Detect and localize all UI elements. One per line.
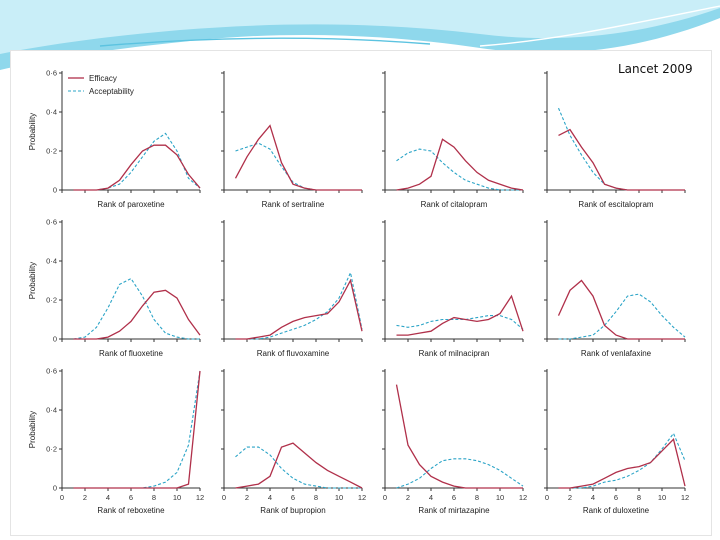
panel-reboxetine: 0 0·2 0·4 0·6 0 2 4 6 8 10 12 Rank of reboxetine Pro…: [28, 367, 204, 516]
x-tick-label: 6: [129, 493, 133, 502]
y-tick-label: 0·4: [46, 406, 57, 415]
acceptability-line: [235, 446, 362, 489]
panel-fluoxetine: 0 0·2 0·4 0·6 Rank of fluoxetine Probability: [28, 218, 201, 358]
y-tick-label: 0·2: [46, 296, 57, 305]
x-tick-label: 6: [291, 493, 295, 502]
x-tick-label: 10: [658, 493, 666, 502]
x-axis-title: Rank of duloxetine: [583, 506, 650, 515]
source-label: Lancet 2009: [618, 62, 693, 76]
efficacy-line: [396, 294, 524, 336]
x-tick-label: 8: [152, 493, 156, 502]
y-tick-label: 0·2: [46, 147, 57, 156]
panel-sertraline: Rank of sertraline: [221, 71, 363, 209]
x-axis-title: Rank of venlafaxine: [581, 349, 652, 358]
y-tick-label: 0·2: [46, 445, 57, 454]
x-tick-label: 8: [475, 493, 479, 502]
efficacy-line: [395, 384, 523, 489]
y-tick-label: 0: [53, 335, 57, 344]
acceptability-line: [396, 315, 524, 330]
x-tick-label: 6: [614, 493, 618, 502]
x-tick-label: 8: [637, 493, 641, 502]
y-axis-title: Probability: [28, 113, 37, 150]
header-wave-light: [0, 0, 720, 54]
x-tick-label: 12: [681, 493, 689, 502]
legend-efficacy-label: Efficacy: [89, 74, 117, 83]
panel-fluvoxamine: Rank of fluvoxamine: [221, 220, 363, 358]
y-tick-label: 0: [53, 186, 57, 195]
x-tick-label: 4: [106, 493, 110, 502]
x-tick-label: 2: [83, 493, 87, 502]
x-tick-label: 4: [591, 493, 595, 502]
panel-escitalopram: Rank of escitalopram: [544, 71, 686, 209]
y-tick-label: 0: [53, 484, 57, 493]
acceptability-line: [557, 107, 685, 191]
efficacy-line: [73, 144, 201, 191]
x-axis-title: Rank of bupropion: [260, 506, 325, 515]
panel-citalopram: Rank of citalopram: [382, 71, 524, 209]
x-tick-label: 4: [429, 493, 433, 502]
acceptability-line: [235, 142, 362, 191]
x-axis-title: Rank of mirtazapine: [418, 506, 490, 515]
efficacy-line: [73, 370, 201, 489]
x-axis-title: Rank of reboxetine: [97, 506, 165, 515]
acceptability-line: [558, 432, 686, 489]
x-axis-title: Rank of escitalopram: [578, 200, 653, 209]
legend-acceptability-label: Acceptability: [89, 87, 134, 96]
panel-bupropion: 0 2 4 6 8 10 12 Rank of bupropion: [221, 369, 366, 515]
x-tick-label: 0: [545, 493, 549, 502]
y-tick-label: 0·6: [46, 69, 57, 78]
acceptability-line: [396, 458, 524, 489]
x-tick-label: 12: [519, 493, 527, 502]
x-axis-title: Rank of sertraline: [262, 200, 325, 209]
x-tick-label: 0: [60, 493, 64, 502]
efficacy-line: [558, 128, 685, 191]
x-tick-label: 10: [335, 493, 343, 502]
x-tick-label: 4: [268, 493, 272, 502]
x-tick-label: 0: [383, 493, 387, 502]
x-axis-title: Rank of citalopram: [421, 200, 488, 209]
x-axis-title: Rank of fluoxetine: [99, 349, 164, 358]
x-axis-title: Rank of milnacipran: [419, 349, 490, 358]
panel-mirtazapine: 0 2 4 6 8 10 12 Rank of mirtazapine: [382, 369, 527, 515]
acceptability-line: [73, 370, 201, 489]
acceptability-line: [396, 148, 523, 191]
efficacy-line: [234, 124, 362, 191]
panel-duloxetine: 0 2 4 6 8 10 12 Rank of duloxetine: [544, 369, 689, 515]
acceptability-line: [73, 277, 200, 340]
efficacy-line: [396, 138, 524, 191]
panel-paroxetine: 0 0·2 0·4 0·6 Rank of paroxetine Probability E…: [28, 69, 201, 209]
x-axis-title: Rank of paroxetine: [97, 200, 165, 209]
x-tick-label: 10: [496, 493, 504, 502]
header-swoosh-2: [479, 5, 720, 47]
efficacy-line: [558, 438, 686, 489]
acceptability-line: [558, 293, 686, 340]
y-tick-label: 0·4: [46, 257, 57, 266]
panel-venlafaxine: Rank of venlafaxine: [544, 220, 686, 358]
acceptability-line: [235, 270, 363, 340]
efficacy-line: [73, 289, 201, 340]
efficacy-line: [235, 278, 363, 340]
x-tick-label: 0: [222, 493, 226, 502]
x-tick-label: 2: [245, 493, 249, 502]
efficacy-line: [235, 442, 363, 489]
figure-panel: [10, 50, 712, 536]
x-tick-label: 8: [314, 493, 318, 502]
x-tick-label: 2: [568, 493, 572, 502]
x-tick-label: 6: [452, 493, 456, 502]
x-tick-label: 10: [173, 493, 181, 502]
x-tick-label: 12: [196, 493, 204, 502]
y-axis-title: Probability: [28, 411, 37, 448]
x-axis-title: Rank of fluvoxamine: [257, 349, 330, 358]
panel-milnacipran: Rank of milnacipran: [382, 220, 524, 358]
y-tick-label: 0·4: [46, 108, 57, 117]
x-tick-label: 2: [406, 493, 410, 502]
header-swoosh: [99, 37, 431, 47]
y-tick-label: 0·6: [46, 218, 57, 227]
efficacy-line: [557, 279, 685, 340]
y-tick-label: 0·6: [46, 367, 57, 376]
y-axis-title: Probability: [28, 262, 37, 299]
x-tick-label: 12: [358, 493, 366, 502]
